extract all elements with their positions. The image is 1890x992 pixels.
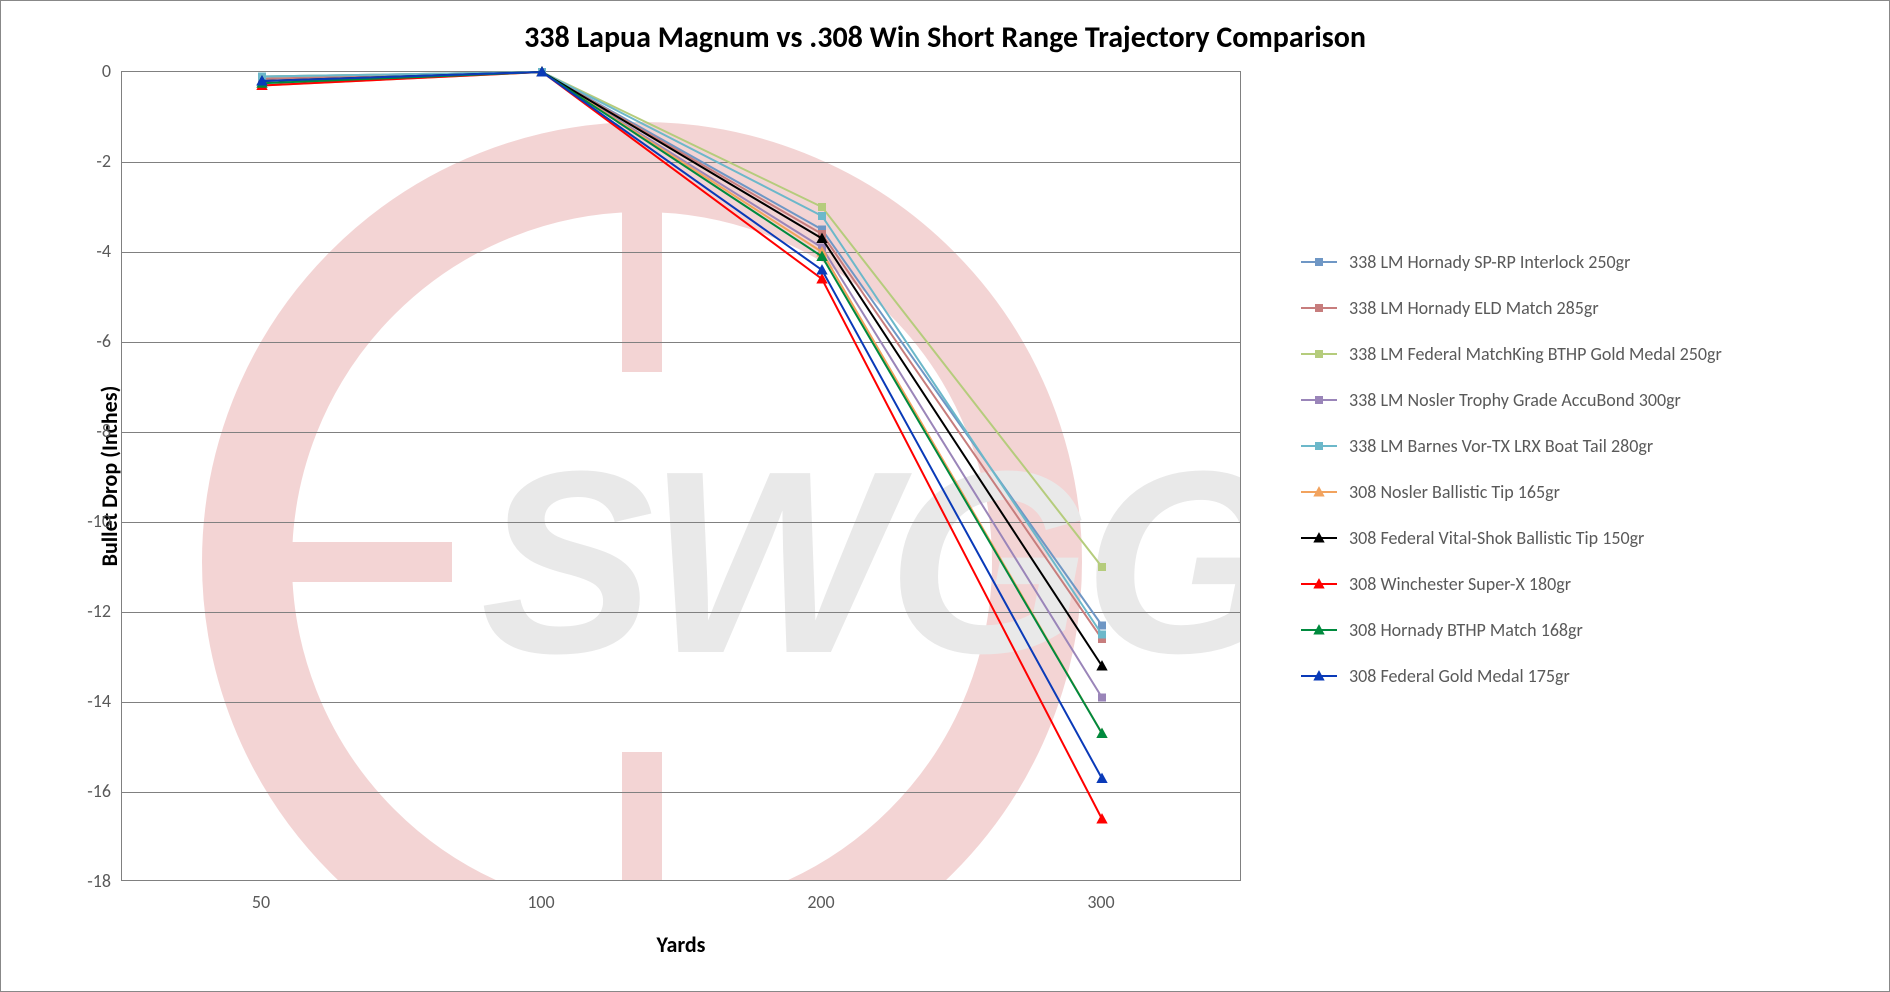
legend-swatch (1301, 485, 1337, 499)
x-tick-label: 50 (252, 891, 270, 913)
legend-swatch (1301, 439, 1337, 453)
legend-swatch (1301, 393, 1337, 407)
series-line (262, 72, 1102, 698)
series-marker (819, 204, 826, 211)
y-tick-label: -4 (51, 240, 111, 262)
legend-swatch (1301, 623, 1337, 637)
series-marker (819, 213, 826, 220)
chart-frame: 338 Lapua Magnum vs .308 Win Short Range… (0, 0, 1890, 992)
legend-label: 338 LM Barnes Vor-TX LRX Boat Tail 280gr (1349, 435, 1653, 457)
legend-item: 338 LM Barnes Vor-TX LRX Boat Tail 280gr (1301, 435, 1861, 457)
y-tick-label: -12 (51, 600, 111, 622)
legend-label: 308 Nosler Ballistic Tip 165gr (1349, 481, 1560, 503)
series-line (262, 72, 1102, 567)
series-marker (1097, 729, 1107, 738)
legend-label: 338 LM Hornady SP-RP Interlock 250gr (1349, 251, 1630, 273)
legend-label: 338 LM Nosler Trophy Grade AccuBond 300g… (1349, 389, 1681, 411)
legend-swatch (1301, 531, 1337, 545)
legend-swatch (1301, 669, 1337, 683)
y-tick-label: -2 (51, 150, 111, 172)
series-marker (1097, 774, 1107, 783)
series-line (262, 72, 1102, 639)
series-marker (1099, 564, 1106, 571)
legend-item: 308 Nosler Ballistic Tip 165gr (1301, 481, 1861, 503)
legend-label: 308 Hornady BTHP Match 168gr (1349, 619, 1583, 641)
legend-swatch (1301, 255, 1337, 269)
x-tick-label: 200 (807, 891, 834, 913)
legend-label: 308 Federal Gold Medal 175gr (1349, 665, 1570, 687)
y-tick-label: -14 (51, 690, 111, 712)
legend-item: 308 Federal Vital-Shok Ballistic Tip 150… (1301, 527, 1861, 549)
y-axis-title: Bullet Drop (Inches) (96, 386, 123, 567)
legend-item: 308 Federal Gold Medal 175gr (1301, 665, 1861, 687)
y-tick-label: -8 (51, 420, 111, 442)
chart-title: 338 Lapua Magnum vs .308 Win Short Range… (1, 19, 1889, 56)
legend-item: 308 Hornady BTHP Match 168gr (1301, 619, 1861, 641)
series-marker (1099, 694, 1106, 701)
series-marker (1099, 622, 1106, 629)
legend-item: 338 LM Hornady ELD Match 285gr (1301, 297, 1861, 319)
y-tick-label: 0 (51, 60, 111, 82)
legend-item: 338 LM Nosler Trophy Grade AccuBond 300g… (1301, 389, 1861, 411)
series-line (262, 72, 1102, 779)
y-tick-label: -6 (51, 330, 111, 352)
x-tick-label: 300 (1087, 891, 1114, 913)
legend-label: 338 LM Hornady ELD Match 285gr (1349, 297, 1599, 319)
series-marker (1097, 814, 1107, 823)
legend-swatch (1301, 347, 1337, 361)
y-tick-label: -10 (51, 510, 111, 532)
plot-area: SWGGUN (121, 71, 1241, 881)
legend-item: 308 Winchester Super-X 180gr (1301, 573, 1861, 595)
legend-item: 338 LM Hornady SP-RP Interlock 250gr (1301, 251, 1861, 273)
y-tick-label: -16 (51, 780, 111, 802)
x-tick-label: 100 (527, 891, 554, 913)
series-marker (1099, 631, 1106, 638)
legend-item: 338 LM Federal MatchKing BTHP Gold Medal… (1301, 343, 1861, 365)
x-axis-title: Yards (657, 931, 706, 958)
legend-label: 308 Federal Vital-Shok Ballistic Tip 150… (1349, 527, 1644, 549)
legend-swatch (1301, 301, 1337, 315)
legend: 338 LM Hornady SP-RP Interlock 250gr 338 … (1301, 251, 1861, 711)
y-tick-label: -18 (51, 870, 111, 892)
legend-label: 338 LM Federal MatchKing BTHP Gold Medal… (1349, 343, 1722, 365)
legend-label: 308 Winchester Super-X 180gr (1349, 573, 1571, 595)
legend-swatch (1301, 577, 1337, 591)
series-layer (122, 72, 1240, 880)
